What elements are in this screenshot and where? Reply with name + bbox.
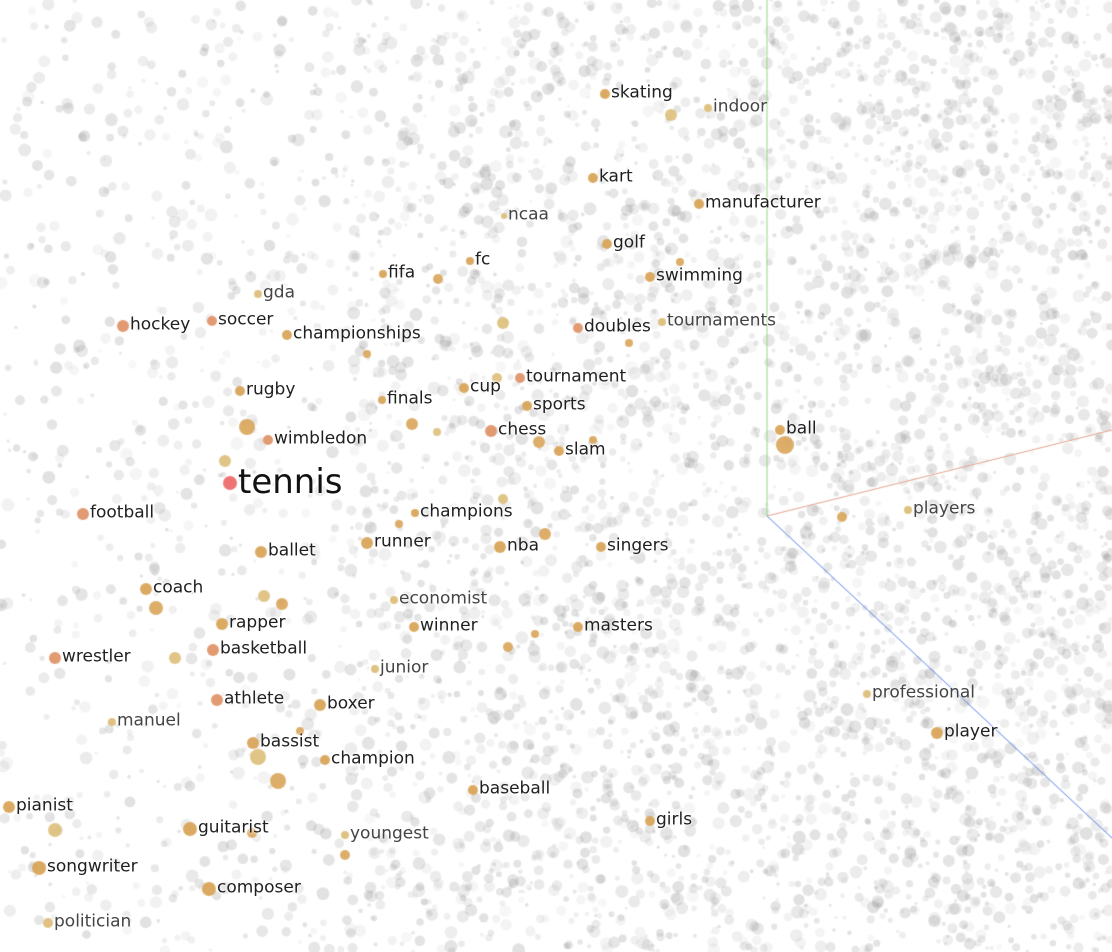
neighbor-label-politician[interactable]: politician	[54, 911, 132, 932]
neighbor-label-cup[interactable]: cup	[470, 376, 501, 397]
neighbor-label-player[interactable]: player	[944, 721, 998, 742]
neighbor-label-basketball[interactable]: basketball	[220, 638, 308, 659]
neighbor-label-ball[interactable]: ball	[786, 418, 817, 439]
neighbor-label-nba[interactable]: nba	[507, 535, 539, 556]
neighbor-label-wrestler[interactable]: wrestler	[62, 646, 131, 667]
neighbor-label-manuel[interactable]: manuel	[117, 710, 181, 731]
neighbor-label-baseball[interactable]: baseball	[479, 778, 551, 799]
neighbor-label-hockey[interactable]: hockey	[130, 314, 191, 335]
neighbor-label-champion[interactable]: champion	[331, 748, 415, 769]
neighbor-label-ballet[interactable]: ballet	[268, 540, 316, 561]
neighbor-label-slam[interactable]: slam	[565, 439, 606, 460]
neighbor-label-skating[interactable]: skating	[611, 82, 673, 103]
neighbor-label-economist[interactable]: economist	[399, 588, 488, 609]
neighbor-label-athlete[interactable]: athlete	[224, 688, 285, 709]
neighbor-label-manufacturer[interactable]: manufacturer	[705, 192, 821, 213]
neighbor-label-composer[interactable]: composer	[217, 877, 301, 898]
neighbor-label-girls[interactable]: girls	[656, 809, 693, 830]
neighbor-label-boxer[interactable]: boxer	[327, 693, 375, 714]
neighbor-label-ncaa[interactable]: ncaa	[508, 204, 549, 225]
neighbor-label-junior[interactable]: junior	[380, 657, 429, 678]
neighbor-label-wimbledon[interactable]: wimbledon	[274, 428, 368, 449]
neighbor-label-pianist[interactable]: pianist	[16, 795, 73, 816]
neighbor-label-championships[interactable]: championships	[293, 323, 421, 344]
neighbor-label-masters[interactable]: masters	[584, 615, 653, 636]
neighbor-label-runner[interactable]: runner	[374, 531, 431, 552]
neighbor-label-players[interactable]: players	[913, 498, 976, 519]
neighbor-label-guitarist[interactable]: guitarist	[198, 817, 269, 838]
neighbor-label-doubles[interactable]: doubles	[584, 316, 651, 337]
neighbor-label-gda[interactable]: gda	[263, 282, 295, 303]
neighbor-label-winner[interactable]: winner	[420, 615, 478, 636]
neighbor-label-tournaments[interactable]: tournaments	[667, 310, 777, 331]
neighbor-label-coach[interactable]: coach	[153, 577, 204, 598]
neighbor-label-chess[interactable]: chess	[498, 419, 547, 440]
neighbor-label-finals[interactable]: finals	[387, 388, 433, 409]
neighbor-label-soccer[interactable]: soccer	[218, 309, 274, 330]
neighbor-label-songwriter[interactable]: songwriter	[47, 856, 138, 877]
neighbor-label-fc[interactable]: fc	[475, 249, 491, 270]
neighbor-label-professional[interactable]: professional	[872, 682, 976, 703]
neighbor-label-golf[interactable]: golf	[613, 232, 645, 253]
neighbor-label-singers[interactable]: singers	[607, 535, 669, 556]
neighbor-label-swimming[interactable]: swimming	[656, 265, 743, 286]
neighbor-label-sports[interactable]: sports	[533, 394, 586, 415]
neighbor-label-tournament[interactable]: tournament	[526, 366, 627, 387]
neighbor-label-kart[interactable]: kart	[599, 166, 633, 187]
neighbor-label-rugby[interactable]: rugby	[246, 379, 296, 400]
neighbor-label-champions[interactable]: champions	[420, 501, 513, 522]
neighbor-label-indoor[interactable]: indoor	[713, 96, 768, 117]
neighbor-label-football[interactable]: football	[90, 502, 155, 523]
query-word-label[interactable]: tennis	[238, 462, 343, 502]
neighbor-label-bassist[interactable]: bassist	[260, 731, 320, 752]
neighbor-label-rapper[interactable]: rapper	[229, 612, 286, 633]
neighbor-label-fifa[interactable]: fifa	[388, 262, 416, 283]
neighbor-label-youngest[interactable]: youngest	[350, 823, 429, 844]
